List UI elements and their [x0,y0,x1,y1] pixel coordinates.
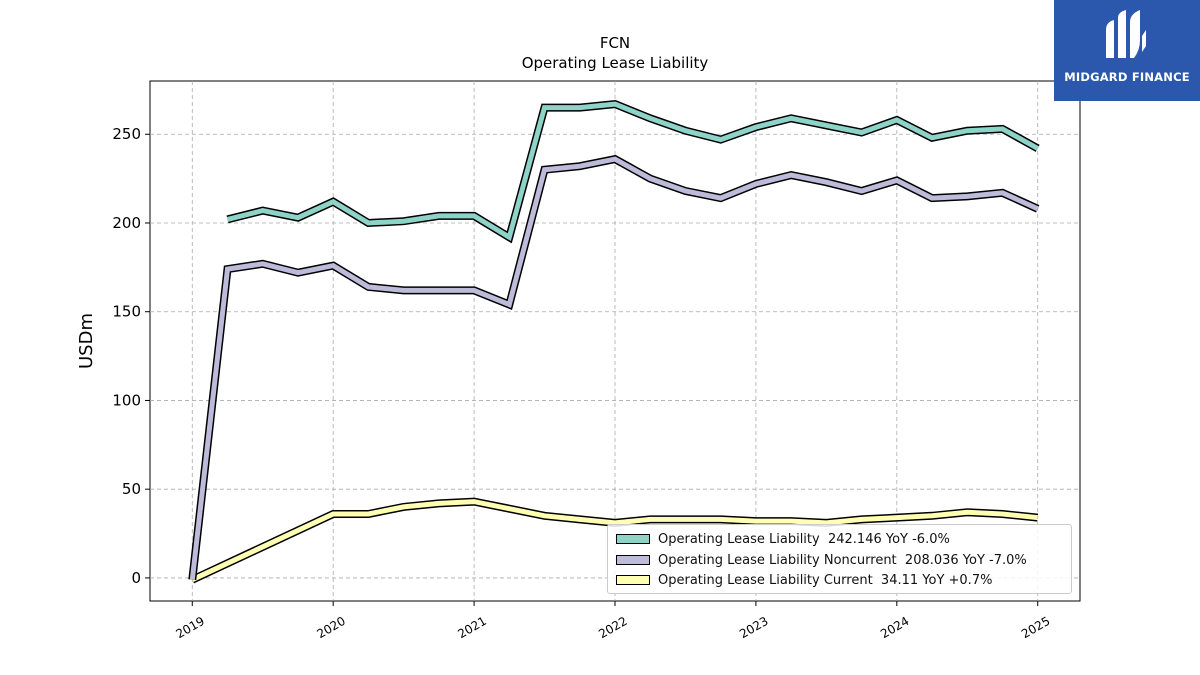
grid-lines [150,81,1080,601]
y-axis-label: USDm [76,313,97,369]
x-tick-label: 2022 [596,614,629,641]
y-tick-label: 200 [112,214,141,232]
x-tick-label: 2019 [174,614,207,641]
series-line-0 [226,101,1039,242]
y-axis-ticks: 0 50 100 150 200 250 [112,125,150,587]
brand-logo: MIDGARD FINANCE [1054,0,1200,101]
series-line-1 [189,156,1039,580]
legend-swatch [616,534,650,544]
x-axis-ticks: 2019 2020 2021 2022 2023 2024 2025 [174,601,1052,641]
brand-logo-mark-icon [1106,10,1146,58]
brand-logo-text: MIDGARD FINANCE [1064,70,1190,84]
legend-label: Operating Lease Liability 242.146 YoY -6… [658,531,950,547]
x-tick-label: 2023 [737,614,770,641]
chart-legend: Operating Lease Liability 242.146 YoY -6… [607,524,1072,594]
legend-swatch [616,555,650,565]
x-tick-label: 2020 [314,614,347,641]
legend-swatch [616,575,650,585]
y-tick-label: 100 [112,391,141,409]
series-line-2 [191,499,1038,582]
y-tick-label: 250 [112,125,141,143]
legend-label: Operating Lease Liability Noncurrent 208… [658,552,1027,568]
chart-subtitle: Operating Lease Liability [522,54,709,72]
legend-entry: Operating Lease Liability Noncurrent 208… [616,551,1027,569]
series-lines [188,100,1040,584]
x-tick-label: 2025 [1019,614,1052,641]
x-tick-label: 2024 [878,614,911,641]
legend-label: Operating Lease Liability Current 34.11 … [658,572,993,588]
legend-entry: Operating Lease Liability 242.146 YoY -6… [616,530,950,548]
y-tick-label: 0 [131,569,141,587]
chart-title: FCN [600,34,630,52]
legend-entry: Operating Lease Liability Current 34.11 … [616,571,992,589]
y-tick-label: 50 [122,480,141,498]
x-tick-label: 2021 [455,614,488,641]
y-tick-label: 150 [112,303,141,321]
